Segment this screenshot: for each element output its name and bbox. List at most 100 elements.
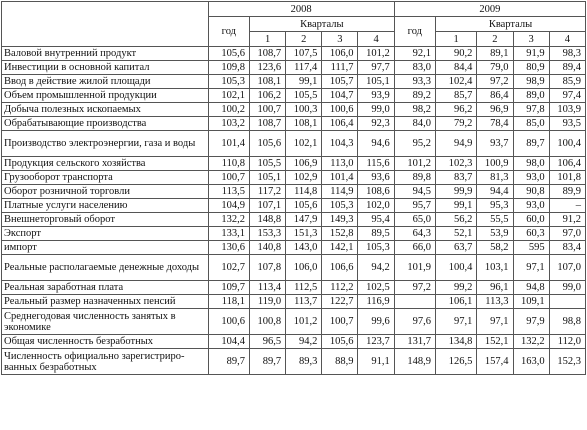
quarter-value-2009: 91,2 xyxy=(548,212,587,227)
quarter-value-2009: 84,4 xyxy=(435,60,478,75)
quarter-value-2009 xyxy=(548,294,587,309)
table-row: Численность официально зарегистриро-ванн… xyxy=(1,348,587,375)
quarter-value-2009: 152,1 xyxy=(476,334,514,349)
quarter-value-2009: 81,3 xyxy=(476,170,514,185)
quarter-value-2008: 149,3 xyxy=(321,212,359,227)
quarter-value-2009: 98,9 xyxy=(512,74,550,89)
quarter-value-2009: 99,2 xyxy=(435,280,478,295)
quarter-value-2008: 111,7 xyxy=(321,60,359,75)
quarter-value-2008: 101,4 xyxy=(321,170,359,185)
year-value-2008: 89,7 xyxy=(207,348,251,375)
table-row: Грузооборот транспорта 100,7 105,1 102,9 101… xyxy=(1,170,587,185)
quarter-value-2008: 105,6 xyxy=(285,198,323,213)
year-value-2009: 101,9 xyxy=(393,254,437,281)
quarter-value-2009: 101,8 xyxy=(548,170,587,185)
table-row: импорт 130,6 140,8 143,0 142,1 105,3 66,0 63,7 5… xyxy=(1,240,587,255)
quarter-value-2009: 152,3 xyxy=(548,348,587,375)
quarter-value-2008: 106,0 xyxy=(321,46,359,61)
year-value-2009: 97,2 xyxy=(393,280,437,295)
table-row: Общая численность безработных 104,4 96,5 94… xyxy=(1,334,587,349)
row-label: Продукция сельского хозяйства xyxy=(1,156,209,171)
quarter-value-2008: 99,6 xyxy=(357,308,395,335)
quarter-value-2009: 94,4 xyxy=(476,184,514,199)
quarter-value-2008: 102,9 xyxy=(285,170,323,185)
table-row: Ввод в действие жилой площади 105,3 108,1 9… xyxy=(1,74,587,89)
quarter-value-2009: 93,0 xyxy=(512,198,550,213)
quarter-value-2009: 100,4 xyxy=(435,254,478,281)
quarter-value-2008: 151,3 xyxy=(285,226,323,241)
year-value-2008: 109,7 xyxy=(207,280,251,295)
table-row: Платные услуги населению 104,9 107,1 105,6 1… xyxy=(1,198,587,213)
quarter-value-2008: 114,9 xyxy=(321,184,359,199)
row-label: Инвестиции в основной капитал xyxy=(1,60,209,75)
quarter-header: 1 xyxy=(248,31,287,47)
quarter-header: 1 xyxy=(435,31,478,47)
quarter-value-2009: 112,0 xyxy=(548,334,587,349)
year-2008-header: 2008 xyxy=(207,1,395,17)
quarter-value-2008: 112,2 xyxy=(321,280,359,295)
quarter-value-2008: 100,8 xyxy=(248,308,287,335)
quarter-value-2009: 96,1 xyxy=(476,280,514,295)
quarter-value-2009: 60,0 xyxy=(512,212,550,227)
quarter-value-2008: 153,3 xyxy=(248,226,287,241)
quarter-value-2008: 101,2 xyxy=(285,308,323,335)
quarter-value-2008: 100,7 xyxy=(248,102,287,117)
table-row: Оборот розничной торговли 113,5 117,2 114,8… xyxy=(1,184,587,199)
year-value-2008: 118,1 xyxy=(207,294,251,309)
quarter-value-2008: 95,4 xyxy=(357,212,395,227)
quarter-value-2008: 107,5 xyxy=(285,46,323,61)
quarter-value-2008: 97,7 xyxy=(357,60,395,75)
table-row: Обрабатывающие производства 103,2 108,7 108… xyxy=(1,116,587,131)
quarter-value-2009: 52,1 xyxy=(435,226,478,241)
table-row: Инвестиции в основной капитал 109,8 123,6 1… xyxy=(1,60,587,75)
year-value-2008: 100,2 xyxy=(207,102,251,117)
quarter-value-2008: 99,1 xyxy=(285,74,323,89)
quarter-value-2009: 97,9 xyxy=(512,308,550,335)
year-value-2008: 110,8 xyxy=(207,156,251,171)
row-label: Внешнеторговый оборот xyxy=(1,212,209,227)
year-value-2008: 109,8 xyxy=(207,60,251,75)
quarter-value-2009: 95,3 xyxy=(476,198,514,213)
quarter-value-2009: 107,0 xyxy=(548,254,587,281)
row-label: Грузооборот транспорта xyxy=(1,170,209,185)
quarter-value-2009: 163,0 xyxy=(512,348,550,375)
table-row: Среднегодовая численность занятых в экон… xyxy=(1,308,587,335)
quarter-value-2009: 90,2 xyxy=(435,46,478,61)
quarter-header: 2 xyxy=(285,31,323,47)
year-value-2009: 97,6 xyxy=(393,308,437,335)
row-label: Среднегодовая численность занятых в экон… xyxy=(1,308,209,335)
table-row: Внешнеторговый оборот 132,2 148,8 147,9 149,… xyxy=(1,212,587,227)
quarter-value-2009: 89,0 xyxy=(512,88,550,103)
corner-header xyxy=(1,1,209,47)
quarter-value-2008: 89,5 xyxy=(357,226,395,241)
quarter-value-2008: 108,7 xyxy=(248,46,287,61)
row-label: импорт xyxy=(1,240,209,255)
year-value-2009: 92,1 xyxy=(393,46,437,61)
quarter-value-2008: 117,4 xyxy=(285,60,323,75)
quarter-value-2008: 101,2 xyxy=(357,46,395,61)
quarter-value-2008: 123,7 xyxy=(357,334,395,349)
quarter-value-2009: 595 xyxy=(512,240,550,255)
quarter-value-2009: 91,9 xyxy=(512,46,550,61)
year-value-2008: 102,7 xyxy=(207,254,251,281)
quarter-value-2009: 89,1 xyxy=(476,46,514,61)
quarter-value-2008: 108,6 xyxy=(357,184,395,199)
year-value-2008: 133,1 xyxy=(207,226,251,241)
row-label: Численность официально зарегистриро-ванн… xyxy=(1,348,209,375)
quarters-header-2008: Кварталы xyxy=(249,16,395,32)
year-value-2009: 65,0 xyxy=(393,212,437,227)
quarter-value-2009: 98,3 xyxy=(548,46,587,61)
quarter-value-2008: 117,2 xyxy=(248,184,287,199)
quarter-value-2008: 102,1 xyxy=(285,130,323,157)
year-value-2009: 89,2 xyxy=(393,88,437,103)
quarter-value-2009: 80,9 xyxy=(512,60,550,75)
quarter-value-2009: 93,7 xyxy=(476,130,514,157)
year-value-2009: 95,2 xyxy=(393,130,437,157)
quarters-header-2009: Кварталы xyxy=(435,16,586,32)
quarter-value-2008: 100,3 xyxy=(285,102,323,117)
year-value-2009: 93,3 xyxy=(393,74,437,89)
row-label: Экспорт xyxy=(1,226,209,241)
quarter-value-2009: 96,2 xyxy=(435,102,478,117)
year-value-2008: 104,9 xyxy=(207,198,251,213)
quarter-value-2008: 112,5 xyxy=(285,280,323,295)
